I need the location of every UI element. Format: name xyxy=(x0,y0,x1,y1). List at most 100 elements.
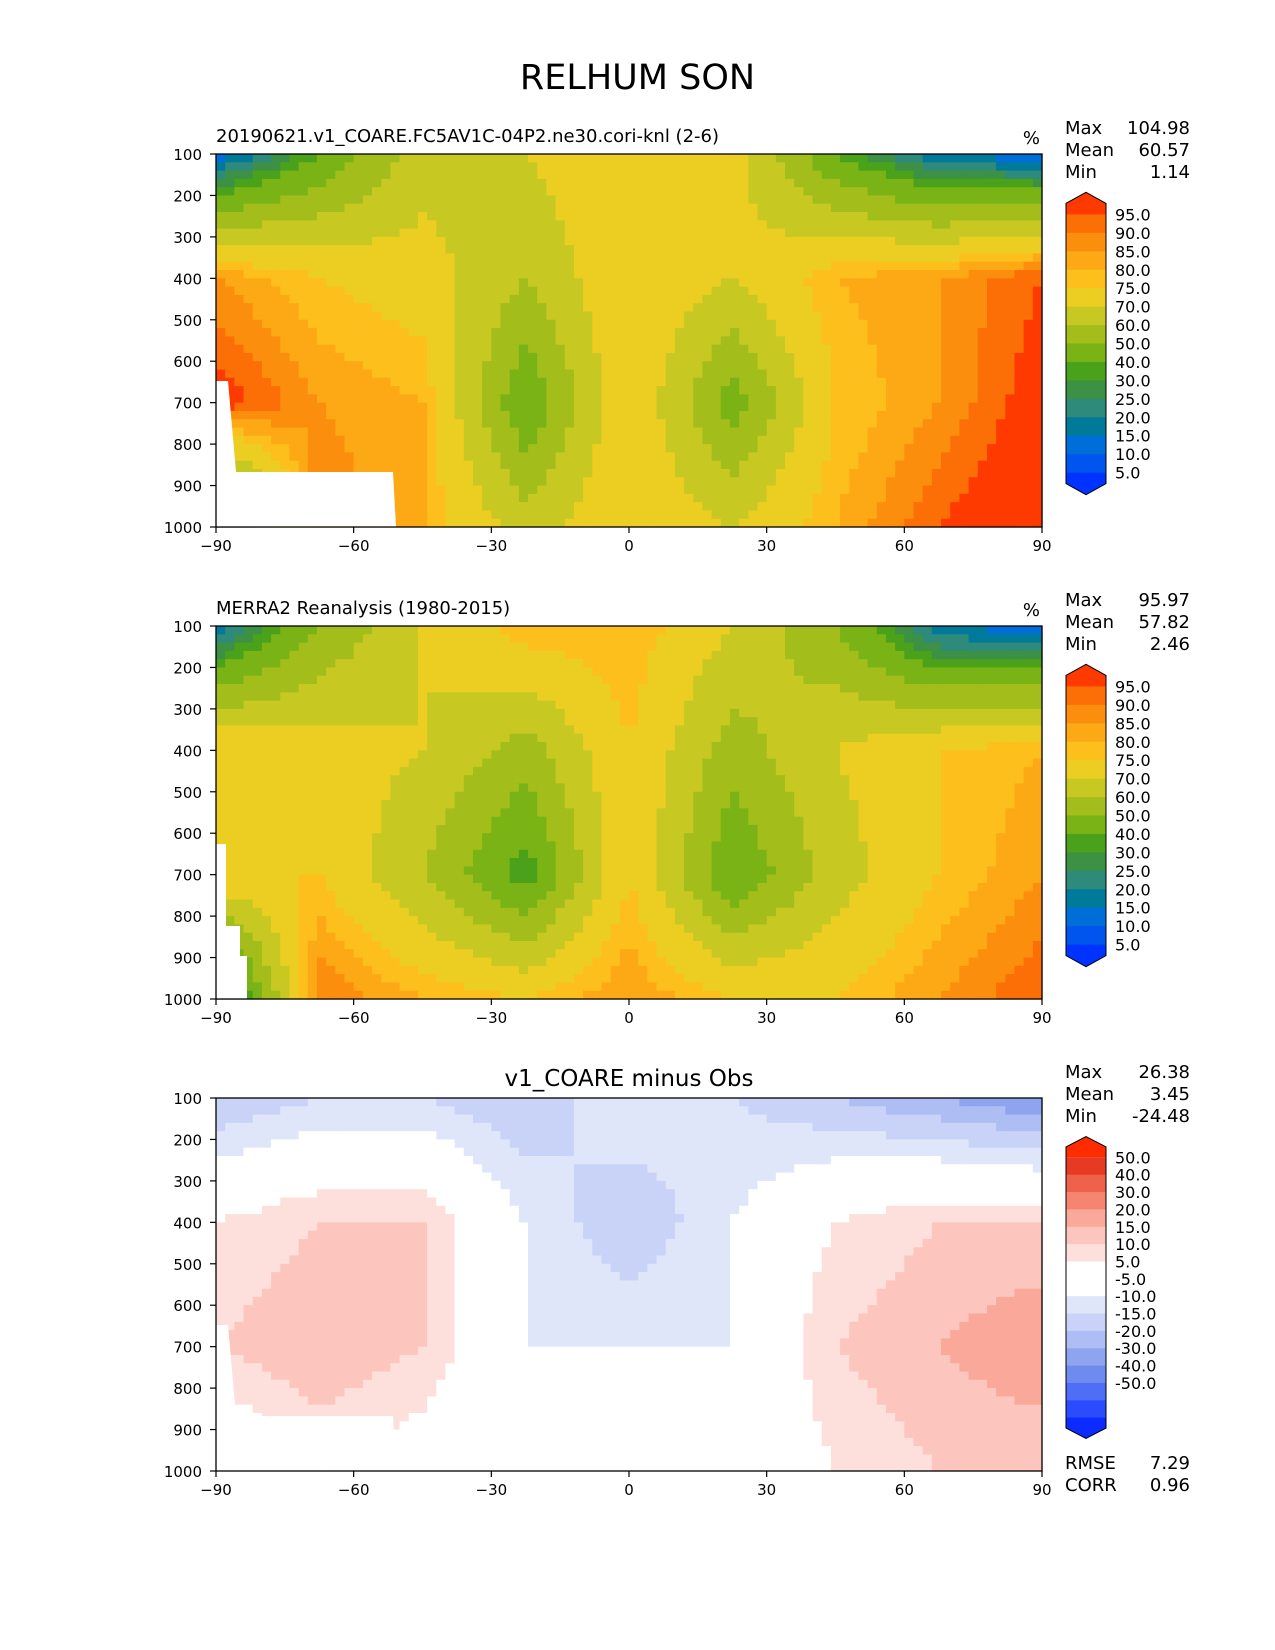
contour-cell xyxy=(959,344,970,354)
contour-cell xyxy=(1014,212,1025,221)
contour-cell xyxy=(298,626,309,635)
contour-cell xyxy=(583,485,593,495)
contour-cell xyxy=(372,626,382,635)
contour-cell xyxy=(766,518,777,528)
contour-cell xyxy=(867,667,878,677)
contour-cell xyxy=(656,675,667,685)
contour-cell xyxy=(528,419,538,429)
contour-cell xyxy=(766,634,777,644)
contour-cell xyxy=(885,270,896,279)
contour-cell xyxy=(647,236,658,246)
contour-cell xyxy=(592,253,603,263)
contour-cell xyxy=(996,642,1006,652)
contour-cell xyxy=(1005,493,1016,503)
contour-cell xyxy=(280,261,291,271)
contour-cell xyxy=(812,667,823,677)
contour-cell xyxy=(261,319,272,329)
contour-cell xyxy=(885,245,896,255)
contour-cell xyxy=(408,336,419,346)
contour-cell xyxy=(757,187,768,197)
contour-cell xyxy=(922,178,933,188)
contour-cell xyxy=(674,634,685,644)
colorbar: 95.090.085.080.075.070.060.050.040.030.0… xyxy=(1065,191,1151,496)
contour-cell xyxy=(372,642,382,652)
contour-cell xyxy=(234,245,245,255)
contour-cell xyxy=(996,178,1006,188)
contour-cell xyxy=(271,162,281,172)
contour-cell xyxy=(1014,369,1025,379)
contour-cell xyxy=(812,510,823,520)
contour-cell xyxy=(243,427,254,437)
contour-cell xyxy=(252,270,263,279)
contour-cell xyxy=(610,435,621,445)
contour-cell xyxy=(555,162,566,172)
contour-cell xyxy=(417,361,428,371)
contour-cell xyxy=(280,212,291,221)
contour-cell xyxy=(720,675,731,685)
contour-cell xyxy=(610,311,621,321)
contour-cell xyxy=(417,336,428,346)
contour-cell xyxy=(895,236,905,246)
contour-cell xyxy=(528,650,538,660)
contour-cell xyxy=(610,228,621,238)
contour-cell xyxy=(243,642,254,652)
contour-cell xyxy=(693,485,704,495)
contour-cell xyxy=(427,236,437,246)
contour-cell xyxy=(830,419,841,429)
contour-cell xyxy=(445,352,456,362)
contour-cell xyxy=(427,187,437,197)
contour-cell xyxy=(252,195,263,205)
contour-cell xyxy=(977,245,988,255)
contour-cell xyxy=(417,278,428,288)
contour-cell xyxy=(555,444,566,453)
contour-cell xyxy=(234,369,245,379)
contour-cell xyxy=(601,178,612,188)
contour-cell xyxy=(344,154,355,163)
contour-cell xyxy=(537,253,547,263)
contour-cell xyxy=(482,402,492,412)
contour-cell xyxy=(665,477,676,487)
contour-cell xyxy=(849,178,860,188)
contour-cell xyxy=(720,667,731,677)
contour-cell xyxy=(601,286,612,296)
contour-cell xyxy=(729,328,740,337)
contour-cell xyxy=(344,170,355,180)
contour-cell xyxy=(243,236,254,246)
contour-cell xyxy=(794,178,804,188)
contour-cell xyxy=(225,626,235,635)
contour-cell xyxy=(509,195,520,205)
contour-cell xyxy=(408,386,419,395)
contour-cell xyxy=(720,460,731,470)
contour-cell xyxy=(546,684,557,693)
contour-cell xyxy=(629,228,639,238)
contour-cell xyxy=(335,162,346,172)
contour-cell xyxy=(344,212,355,221)
contour-cell xyxy=(537,502,547,512)
contour-cell xyxy=(298,311,309,321)
contour-cell xyxy=(867,245,878,255)
contour-cell xyxy=(840,253,850,263)
contour-cell xyxy=(968,626,979,635)
contour-cell xyxy=(326,361,336,371)
contour-cell xyxy=(500,344,511,354)
contour-cell xyxy=(986,667,997,677)
contour-cell xyxy=(482,253,492,263)
contour-cell xyxy=(757,261,768,271)
contour-cell xyxy=(904,278,915,288)
contour-cell xyxy=(234,270,245,279)
contour-cell xyxy=(518,328,529,337)
contour-cell xyxy=(353,667,364,677)
contour-cell xyxy=(702,518,713,528)
contour-cell xyxy=(941,675,951,685)
y-tick-label: 500 xyxy=(173,312,202,330)
contour-cell xyxy=(913,245,924,255)
contour-cell xyxy=(885,675,896,685)
contour-cell xyxy=(537,154,547,163)
contour-cell xyxy=(629,311,639,321)
contour-cell xyxy=(436,162,447,172)
contour-cell xyxy=(913,394,924,404)
contour-cell xyxy=(656,402,667,412)
contour-cell xyxy=(326,245,336,255)
contour-cell xyxy=(693,311,704,321)
contour-cell xyxy=(573,700,584,710)
